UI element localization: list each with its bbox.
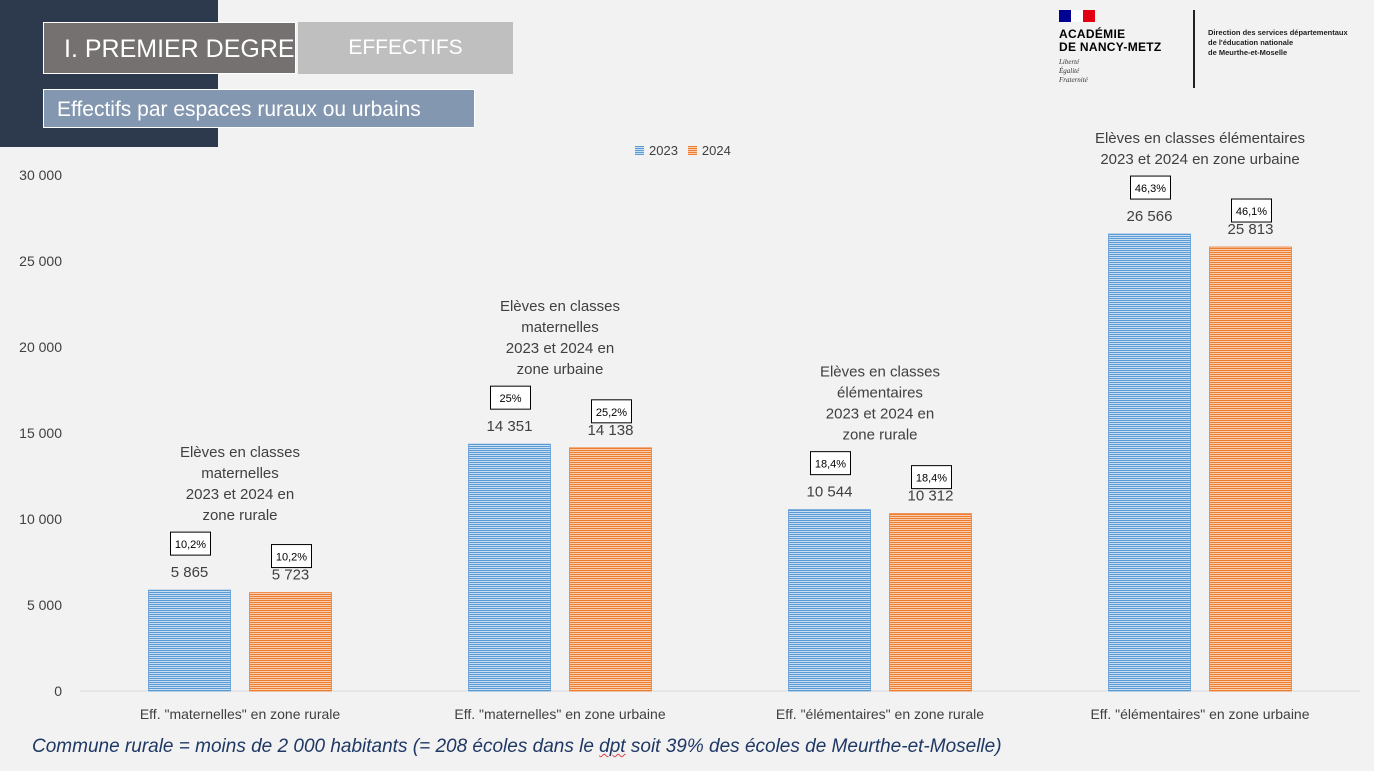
value-label: 26 566 bbox=[1127, 208, 1173, 225]
annotation-line: maternelles bbox=[201, 465, 279, 482]
y-tick-label: 15 000 bbox=[19, 425, 62, 441]
y-tick-label: 25 000 bbox=[19, 253, 62, 269]
percent-label-box bbox=[271, 544, 312, 569]
academy-name-line2: DE NANCY-METZ bbox=[1059, 40, 1162, 54]
value-label: 14 138 bbox=[588, 422, 634, 439]
percent-label: 46,1% bbox=[1236, 206, 1267, 218]
annotation-line: Elèves en classes élémentaires bbox=[1095, 130, 1305, 147]
x-category-label: Eff. "maternelles" en zone urbaine bbox=[454, 706, 665, 722]
legend-label-2024: 2024 bbox=[701, 143, 731, 158]
footnote-flagged-word: dpt bbox=[599, 736, 626, 757]
annotation-line: zone urbaine bbox=[517, 361, 604, 378]
percent-label: 46,3% bbox=[1135, 183, 1166, 195]
direction-line1: Direction des services départementaux bbox=[1208, 28, 1348, 37]
y-tick-label: 0 bbox=[54, 683, 62, 699]
motto-fraternite: Fraternité bbox=[1059, 76, 1088, 84]
section-tab-effectifs[interactable]: EFFECTIFS bbox=[298, 22, 513, 74]
motto-egalite: Égalité bbox=[1059, 67, 1080, 75]
value-label: 10 544 bbox=[807, 484, 853, 501]
logo-divider bbox=[1193, 10, 1195, 88]
value-label: 14 351 bbox=[487, 418, 533, 435]
annotation-line: 2023 et 2024 en bbox=[506, 340, 614, 357]
republic-motto: Liberté Égalité Fraternité bbox=[1059, 58, 1088, 85]
bar-2023 bbox=[468, 443, 551, 692]
bar-2023 bbox=[148, 589, 231, 692]
bar-2024 bbox=[889, 513, 972, 692]
annotation-line: zone rurale bbox=[842, 427, 917, 444]
page-subtitle: Effectifs par espaces ruraux ou urbains bbox=[43, 89, 475, 128]
x-category-label: Eff. "élémentaires" en zone urbaine bbox=[1090, 706, 1309, 722]
percent-label-box bbox=[1130, 175, 1171, 200]
y-tick-label: 20 000 bbox=[19, 339, 62, 355]
academy-name: ACADÉMIE DE NANCY-METZ bbox=[1059, 28, 1162, 54]
annotation-line: maternelles bbox=[521, 319, 599, 336]
percent-label-box bbox=[490, 385, 531, 410]
percent-label: 10,2% bbox=[175, 539, 206, 551]
french-flag-icon bbox=[1059, 10, 1095, 22]
value-label: 25 813 bbox=[1228, 221, 1274, 238]
direction-text: Direction des services départementaux de… bbox=[1208, 28, 1348, 58]
bar-2024 bbox=[569, 447, 652, 692]
y-tick-label: 30 000 bbox=[19, 167, 62, 183]
percent-label-box bbox=[591, 399, 632, 424]
annotation-line: Elèves en classes bbox=[180, 444, 300, 461]
y-tick-label: 5 000 bbox=[27, 597, 62, 613]
footnote-text-end: soit 39% des écoles de Meurthe-et-Mosell… bbox=[625, 736, 1002, 757]
motto-liberte: Liberté bbox=[1059, 58, 1080, 66]
direction-line3: de Meurthe-et-Moselle bbox=[1208, 48, 1288, 57]
y-tick-label: 10 000 bbox=[19, 511, 62, 527]
percent-label: 18,4% bbox=[916, 473, 947, 485]
legend-label-2023: 2023 bbox=[649, 143, 678, 158]
value-label: 5 865 bbox=[171, 564, 209, 581]
annotation-line: 2023 et 2024 en bbox=[826, 406, 934, 423]
legend-item-2024: 2024 bbox=[687, 143, 731, 158]
academy-logo: ACADÉMIE DE NANCY-METZ Liberté Égalité F… bbox=[1056, 8, 1366, 92]
value-label: 5 723 bbox=[272, 567, 310, 584]
footnote: Commune rurale = moins de 2 000 habitant… bbox=[32, 736, 1002, 758]
footnote-text-start: Commune rurale = moins de 2 000 habitant… bbox=[32, 736, 600, 757]
bar-2024 bbox=[1209, 246, 1292, 692]
annotation-line: 2023 et 2024 en zone urbaine bbox=[1100, 151, 1299, 168]
percent-label: 25,2% bbox=[596, 407, 627, 419]
x-category-label: Eff. "maternelles" en zone rurale bbox=[140, 706, 341, 722]
percent-label: 25% bbox=[499, 393, 521, 405]
percent-label: 18,4% bbox=[815, 459, 846, 471]
chart-legend: 2023 2024 bbox=[635, 143, 731, 158]
academy-name-line1: ACADÉMIE bbox=[1059, 27, 1126, 41]
annotation-line: zone rurale bbox=[202, 507, 277, 524]
percent-label: 10,2% bbox=[276, 552, 307, 564]
annotation-line: Elèves en classes bbox=[500, 298, 620, 315]
annotation-line: Elèves en classes bbox=[820, 364, 940, 381]
percent-label-box bbox=[810, 451, 851, 476]
percent-label-box bbox=[911, 465, 952, 490]
percent-label-box bbox=[1231, 198, 1272, 223]
annotation-line: élémentaires bbox=[837, 385, 923, 402]
legend-swatch-2023 bbox=[635, 146, 644, 155]
direction-line2: de l'éducation nationale bbox=[1208, 38, 1294, 47]
bar-2024 bbox=[249, 592, 332, 692]
x-category-label: Eff. "élémentaires" en zone rurale bbox=[776, 706, 984, 722]
bar-2023 bbox=[788, 509, 871, 692]
legend-swatch-2024 bbox=[687, 146, 697, 155]
bar-2023 bbox=[1108, 233, 1191, 692]
value-label: 10 312 bbox=[908, 488, 954, 505]
percent-label-box bbox=[170, 531, 211, 556]
legend-item-2023: 2023 bbox=[635, 143, 678, 158]
annotation-line: 2023 et 2024 en bbox=[186, 486, 294, 503]
section-tab-premier-degre[interactable]: I. PREMIER DEGRE bbox=[43, 22, 296, 74]
